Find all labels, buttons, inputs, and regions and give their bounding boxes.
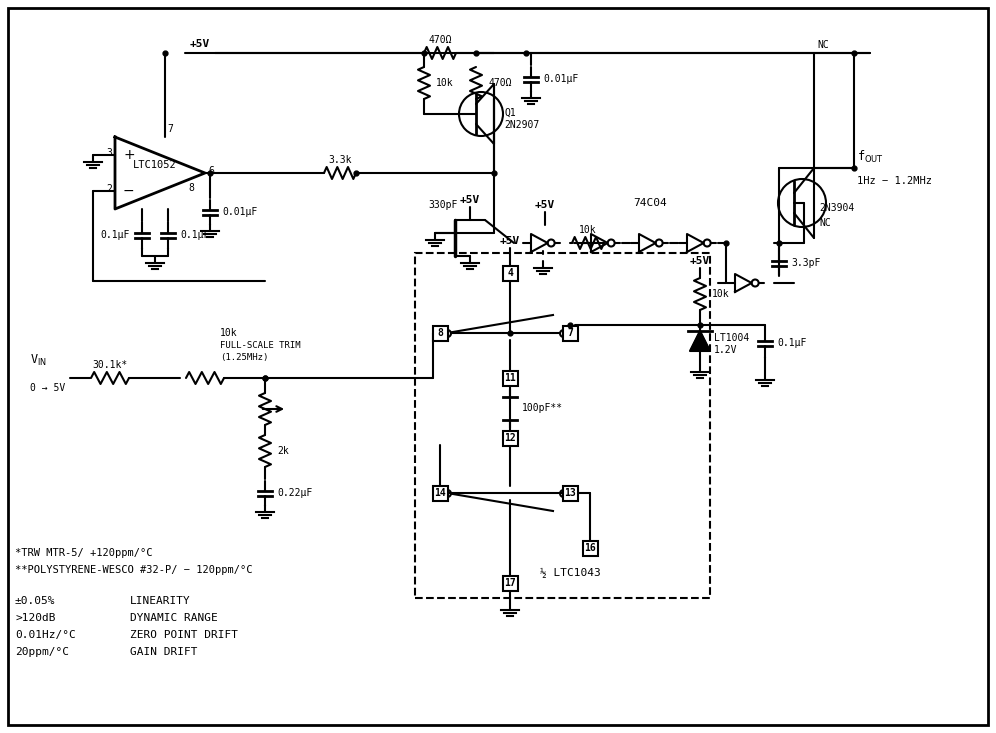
Text: 13: 13 (564, 488, 576, 498)
Text: GAIN DRIFT: GAIN DRIFT (130, 647, 197, 657)
Text: 11: 11 (504, 373, 516, 383)
Text: (1.25MHz): (1.25MHz) (220, 353, 268, 362)
Text: +: + (123, 148, 134, 162)
Text: 8: 8 (437, 328, 443, 338)
Text: 17: 17 (504, 578, 516, 588)
Text: 10k: 10k (712, 289, 730, 299)
Text: 0.1μF: 0.1μF (101, 230, 130, 240)
Bar (415, 253, 710, 598)
Text: 0.22μF: 0.22μF (277, 488, 313, 498)
Text: LTC1052: LTC1052 (133, 160, 177, 170)
Text: LINEARITY: LINEARITY (130, 596, 191, 606)
Text: +5V: +5V (535, 200, 555, 210)
Text: LT1004: LT1004 (714, 333, 749, 343)
Text: 470Ω: 470Ω (488, 78, 512, 88)
Bar (583, 540, 598, 556)
Text: DYNAMIC RANGE: DYNAMIC RANGE (130, 613, 218, 623)
Bar (503, 575, 518, 591)
Text: 470Ω: 470Ω (428, 35, 452, 45)
Text: f$_\mathrm{OUT}$: f$_\mathrm{OUT}$ (857, 149, 883, 165)
Text: 10k: 10k (436, 78, 453, 88)
Text: NC: NC (817, 40, 829, 50)
Text: 2k: 2k (277, 446, 289, 456)
Text: 0.01Hz/°C: 0.01Hz/°C (15, 630, 76, 640)
Text: 20ppm/°C: 20ppm/°C (15, 647, 69, 657)
Text: ±0.05%: ±0.05% (15, 596, 56, 606)
Bar (432, 325, 447, 341)
Text: 1.2V: 1.2V (714, 345, 737, 355)
Text: 16: 16 (584, 543, 596, 553)
Text: 12: 12 (504, 433, 516, 443)
Bar (563, 325, 578, 341)
Text: 7: 7 (167, 124, 173, 134)
Text: 6: 6 (208, 166, 214, 176)
Text: >120dB: >120dB (15, 613, 56, 623)
Text: 8: 8 (188, 183, 194, 193)
Text: **POLYSTYRENE-WESCO #32-P/ − 120ppm/°C: **POLYSTYRENE-WESCO #32-P/ − 120ppm/°C (15, 565, 253, 575)
Text: *TRW MTR-5/ +120ppm/°C: *TRW MTR-5/ +120ppm/°C (15, 548, 152, 558)
Text: 14: 14 (434, 488, 446, 498)
Text: 7: 7 (567, 328, 573, 338)
Text: 0 → 5V: 0 → 5V (30, 383, 66, 393)
Text: 30.1k*: 30.1k* (93, 360, 127, 370)
Text: 0.01μF: 0.01μF (543, 74, 579, 84)
Bar (503, 370, 518, 386)
Text: 10k: 10k (220, 328, 238, 338)
Text: 0.01μF: 0.01μF (222, 207, 257, 217)
Bar (503, 430, 518, 446)
Text: +5V: +5V (500, 236, 520, 246)
Bar (503, 265, 518, 281)
Text: ZERO POINT DRIFT: ZERO POINT DRIFT (130, 630, 238, 640)
Text: FULL-SCALE TRIM: FULL-SCALE TRIM (220, 341, 301, 350)
Text: 1Hz − 1.2MHz: 1Hz − 1.2MHz (857, 176, 932, 186)
Text: Q1
2N2907: Q1 2N2907 (504, 108, 539, 130)
Text: 3.3pF: 3.3pF (791, 258, 821, 268)
Text: +5V: +5V (190, 39, 210, 49)
Text: 2: 2 (107, 184, 112, 194)
Text: 0.1μF: 0.1μF (180, 230, 209, 240)
Bar (563, 485, 578, 501)
Text: V$_\mathrm{IN}$: V$_\mathrm{IN}$ (30, 353, 47, 368)
Text: 74C04: 74C04 (633, 198, 667, 208)
Text: −: − (123, 184, 134, 198)
Text: ½ LTC1043: ½ LTC1043 (540, 568, 601, 578)
Text: NC: NC (819, 218, 831, 228)
Text: 4: 4 (507, 268, 513, 278)
Text: +5V: +5V (690, 256, 710, 266)
Text: 2N3904: 2N3904 (819, 203, 855, 213)
Text: 100pF**: 100pF** (522, 403, 563, 413)
Polygon shape (690, 331, 710, 351)
Text: 3: 3 (107, 148, 112, 158)
Text: 0.1μF: 0.1μF (777, 338, 807, 348)
Text: 3.3k: 3.3k (329, 155, 352, 165)
Text: 330pF: 330pF (428, 200, 458, 210)
Text: +5V: +5V (460, 195, 480, 205)
Bar (432, 485, 447, 501)
Text: 10k: 10k (580, 225, 597, 235)
